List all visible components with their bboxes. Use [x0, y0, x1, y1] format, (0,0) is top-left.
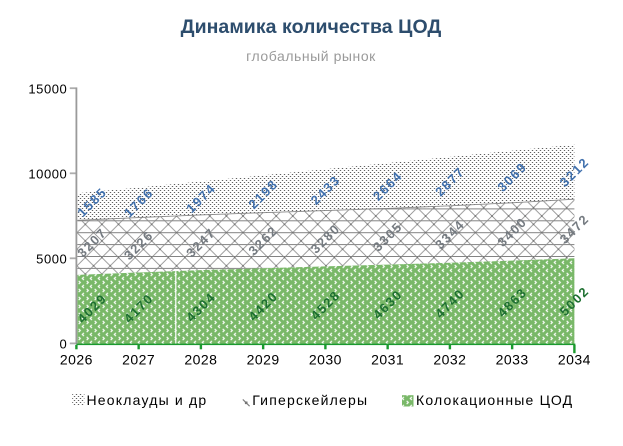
svg-text:2031: 2031	[371, 352, 404, 368]
svg-text:10000: 10000	[28, 166, 67, 181]
svg-text:2027: 2027	[122, 352, 155, 368]
svg-text:2029: 2029	[247, 352, 280, 368]
svg-text:Колокационные ЦОД: Колокационные ЦОД	[416, 392, 573, 408]
svg-text:2028: 2028	[184, 352, 217, 368]
svg-text:Неоклауды и др: Неоклауды и др	[87, 392, 208, 408]
svg-text:2033: 2033	[496, 352, 529, 368]
svg-text:2026: 2026	[60, 352, 93, 368]
svg-text:глобальный рынок: глобальный рынок	[246, 48, 376, 64]
svg-text:5000: 5000	[36, 252, 67, 267]
svg-text:2034: 2034	[558, 352, 591, 368]
svg-text:Динамика количества ЦОД: Динамика количества ЦОД	[181, 16, 442, 38]
svg-text:0: 0	[60, 337, 68, 352]
svg-text:2030: 2030	[309, 352, 342, 368]
svg-text:2032: 2032	[433, 352, 466, 368]
svg-text:Гиперскейлеры: Гиперскейлеры	[252, 392, 368, 408]
svg-text:15000: 15000	[28, 81, 67, 96]
